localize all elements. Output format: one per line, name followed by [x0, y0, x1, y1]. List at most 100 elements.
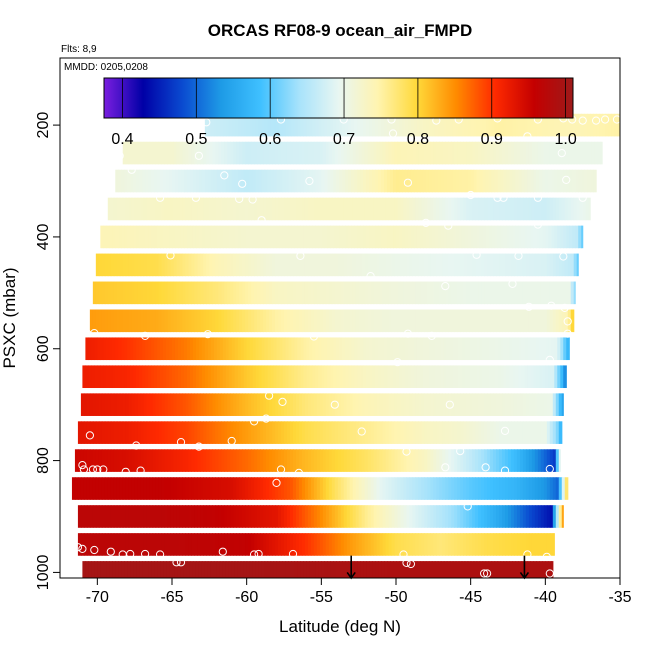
heatmap-cell: [385, 281, 390, 305]
heatmap-cell: [519, 281, 524, 305]
heatmap-cell: [427, 281, 431, 305]
heatmap-cell: [398, 561, 403, 578]
heatmap-cell: [545, 225, 549, 249]
heatmap-cell: [139, 337, 143, 361]
heatmap-cell: [206, 533, 210, 556]
heatmap-cell: [558, 197, 563, 221]
heatmap-cell: [515, 561, 520, 578]
heatmap-cell: [437, 365, 442, 389]
heatmap-cell: [86, 505, 91, 528]
heatmap-cell: [145, 169, 149, 193]
heatmap-cell: [331, 197, 336, 221]
heatmap-cell: [361, 309, 366, 333]
heatmap-cell: [261, 169, 266, 193]
heatmap-cell: [391, 421, 396, 444]
heatmap-cell: [358, 449, 363, 472]
heatmap-cell: [516, 253, 521, 277]
heatmap-cell: [376, 505, 381, 528]
heatmap-cell: [457, 477, 461, 500]
heatmap-cell: [215, 449, 219, 472]
heatmap-cell: [409, 393, 414, 416]
heatmap-cell: [88, 561, 92, 578]
observation-point: [402, 558, 411, 568]
heatmap-cell: [515, 365, 520, 389]
heatmap-cell: [391, 505, 396, 528]
heatmap-cell: [403, 141, 408, 165]
heatmap-cell: [300, 169, 305, 193]
heatmap-cell: [251, 309, 255, 333]
heatmap-cell: [177, 561, 182, 578]
heatmap-cell: [343, 421, 348, 444]
heatmap-cell: [528, 393, 533, 416]
heatmap-cell: [382, 281, 387, 305]
x-axis: -70 -65 -60 -55 -50 -45 -40 -35: [86, 578, 632, 606]
heatmap-cell: [275, 421, 279, 444]
heatmap-cell: [457, 449, 461, 472]
heatmap-cell: [478, 477, 482, 500]
heatmap-cell: [484, 477, 488, 500]
heatmap-cell: [464, 365, 469, 389]
heatmap-cell: [170, 141, 175, 165]
heatmap-cell: [179, 309, 184, 333]
heatmap-cell: [275, 533, 279, 556]
heatmap-cell: [152, 533, 157, 556]
heatmap-cell: [528, 477, 533, 500]
heatmap-cell: [593, 113, 597, 137]
heatmap-cell: [322, 533, 327, 556]
heatmap-cell: [278, 449, 282, 472]
heatmap-cell: [292, 281, 297, 305]
heatmap-cell: [439, 505, 443, 528]
heatmap-cell: [410, 169, 415, 193]
heatmap-cell: [506, 113, 511, 137]
heatmap-cell: [418, 421, 422, 444]
heatmap-cell: [224, 309, 228, 333]
heatmap-cell: [139, 561, 143, 578]
heatmap-cell: [534, 421, 539, 444]
heatmap-cell: [573, 281, 576, 305]
heatmap-cell: [363, 225, 367, 249]
heatmap-cell: [174, 169, 179, 193]
heatmap-cell: [528, 533, 533, 556]
heatmap-cell: [455, 169, 460, 193]
heatmap-cell: [349, 533, 354, 556]
heatmap-cell: [382, 309, 387, 333]
heatmap-cell: [491, 365, 496, 389]
heatmap-cell: [130, 225, 134, 249]
heatmap-cell: [130, 337, 134, 361]
heatmap-cell: [310, 505, 315, 528]
heatmap-cell: [537, 253, 542, 277]
heatmap-cell: [254, 141, 258, 165]
heatmap-cell: [294, 561, 299, 578]
heatmap-cell: [370, 449, 375, 472]
heatmap-cell: [484, 197, 488, 221]
heatmap-cell: [158, 533, 163, 556]
observation-point: [73, 543, 83, 552]
heatmap-cell: [596, 113, 600, 137]
heatmap-cell: [101, 477, 106, 500]
heatmap-cell: [306, 113, 310, 137]
heatmap-cell: [491, 169, 496, 193]
observation-point: [250, 550, 259, 559]
observation-point: [330, 400, 339, 409]
heatmap-cell: [407, 365, 412, 389]
heatmap-cell: [381, 337, 385, 361]
heatmap-cell: [334, 421, 339, 444]
heatmap-cell: [224, 505, 228, 528]
heatmap-cell: [183, 365, 188, 389]
heatmap-cell: [370, 309, 375, 333]
heatmap-cell: [421, 141, 425, 165]
heatmap-cell: [531, 141, 536, 165]
heatmap-cell: [167, 421, 172, 444]
heatmap-cell: [158, 197, 163, 221]
heatmap-cell: [301, 393, 306, 416]
heatmap-cell: [316, 281, 321, 305]
heatmap-cell: [307, 477, 312, 500]
heatmap-cell: [466, 449, 470, 472]
heatmap-cell: [522, 505, 527, 528]
heatmap-cell: [436, 505, 440, 528]
heatmap-cell: [236, 505, 240, 528]
heatmap-cell: [545, 561, 549, 578]
heatmap-cell: [472, 421, 476, 444]
heatmap-cell: [493, 449, 497, 472]
heatmap-cell: [263, 197, 267, 221]
